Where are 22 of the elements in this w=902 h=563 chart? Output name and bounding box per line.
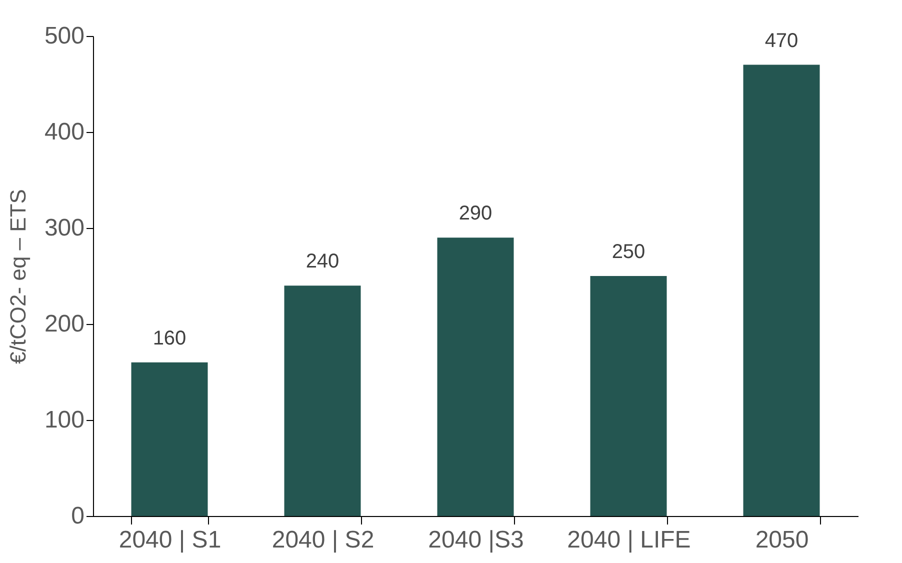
bar [284, 286, 361, 516]
y-axis-title: €/tCO2- eq – ETS [5, 189, 30, 364]
x-tick-label: 2040 | S1 [118, 526, 222, 554]
data-label: 290 [458, 202, 492, 225]
bar [590, 276, 667, 516]
data-label: 250 [612, 241, 646, 263]
data-label: 470 [764, 30, 798, 52]
data-label: 160 [152, 327, 186, 350]
y-tick-label: 300 [44, 214, 84, 242]
data-label: 240 [306, 250, 340, 273]
y-tick-label: 500 [44, 22, 84, 50]
y-tick-label: 100 [44, 406, 84, 434]
bar [743, 64, 820, 516]
x-tick-label: 2040 | S2 [272, 526, 374, 554]
y-tick-label: 0 [71, 502, 84, 530]
x-tick-label: 2050 [755, 526, 809, 554]
bar [437, 238, 514, 516]
y-tick-label: 400 [44, 118, 84, 146]
x-tick-label: 2040 |S3 [428, 526, 524, 554]
y-tick-label: 200 [44, 310, 84, 338]
x-tick-label: 2040 | LIFE [567, 526, 691, 554]
bar [131, 362, 208, 516]
